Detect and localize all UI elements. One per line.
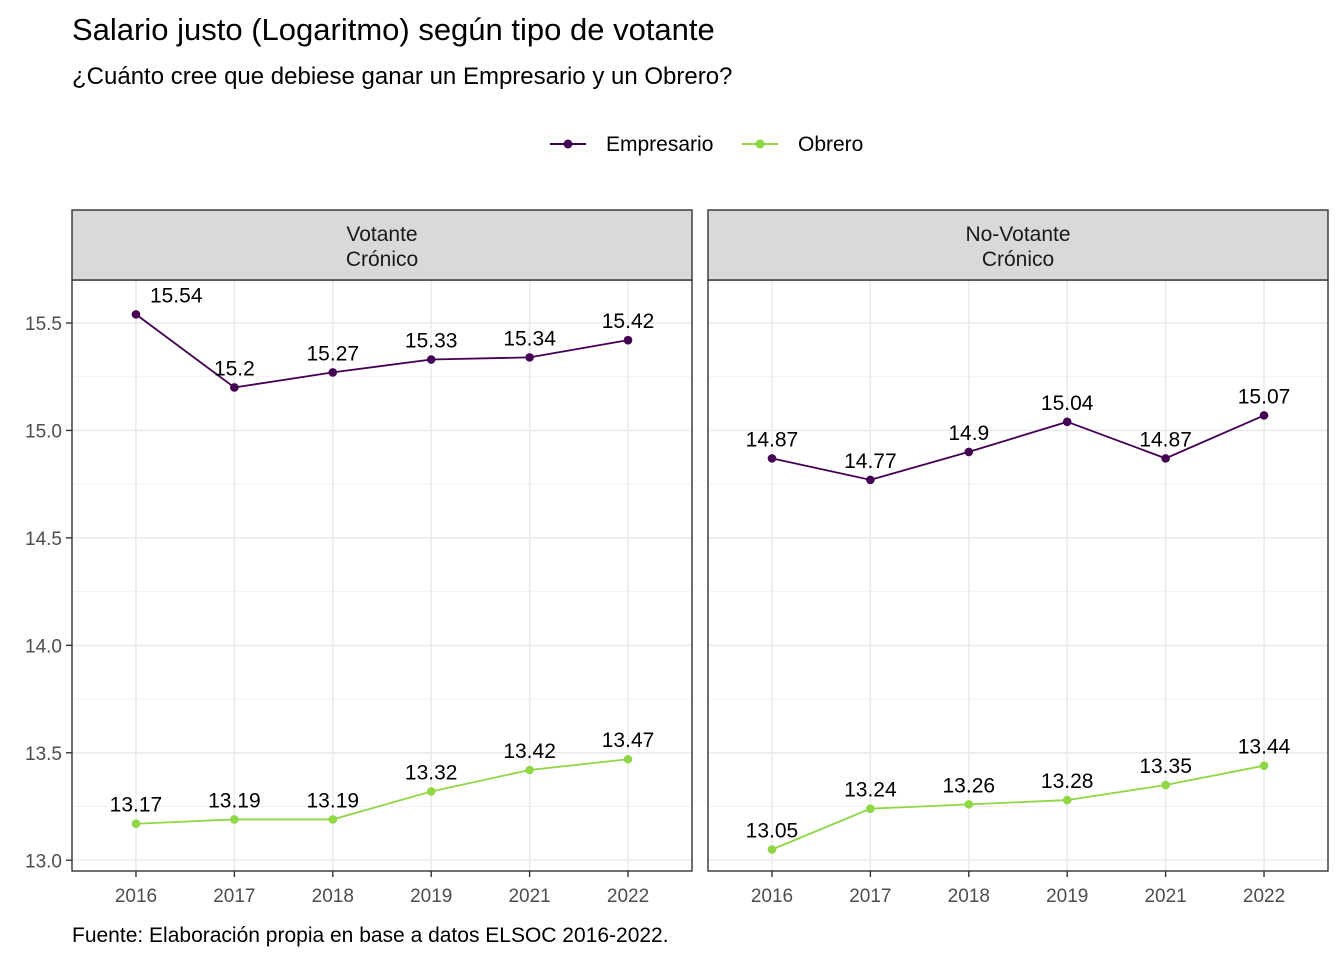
x-tick-label: 2021 [508,886,550,907]
facet-panel-2: 14.87 14.77 14.9 15.04 14.87 15.07 13.05 13.24 1… [707,209,1329,907]
x-tick-label: 2019 [410,886,452,907]
data-label-empresario: 15.2 [214,357,255,380]
facet-strip [707,209,1329,281]
x-tick-label: 2017 [213,886,255,907]
data-label-obrero: 13.17 [110,794,163,817]
series-line-empresario [771,414,1265,481]
data-label-empresario: 14.9 [948,422,989,445]
data-point-obrero [1161,780,1170,790]
series-line-obrero [771,764,1265,851]
series-line-empresario [135,313,629,389]
data-label-empresario: 15.42 [602,310,655,333]
facet-strip-label: Crónico [982,248,1054,271]
x-tick-label: 2018 [312,886,354,907]
chart-title: Salario justo (Logaritmo) según tipo de … [72,12,715,47]
chart-caption: Fuente: Elaboración propia en base a dat… [72,924,669,947]
data-label-obrero: 13.24 [844,779,897,802]
legend-key-point-obrero [755,139,765,149]
data-point-obrero [767,845,777,854]
data-point-obrero [1062,795,1072,805]
data-point-empresario [866,475,875,485]
data-label-obrero: 13.32 [405,761,458,784]
data-point-obrero [426,787,436,796]
data-point-obrero [131,819,141,829]
data-label-empresario: 14.87 [1139,428,1192,451]
data-point-empresario [525,353,534,362]
data-point-empresario [328,368,338,377]
data-point-obrero [964,800,974,809]
data-point-empresario [230,383,239,392]
data-point-empresario [1259,411,1269,420]
y-tick-label: 14.0 [25,636,62,657]
facet-strip-label: Votante [346,223,417,246]
data-label-obrero: 13.35 [1139,755,1192,778]
y-tick-label: 14.5 [25,529,62,550]
x-tick-label: 2018 [948,886,990,907]
data-point-obrero [525,765,534,775]
data-label-obrero: 13.28 [1041,770,1094,793]
panel-background [72,280,692,871]
facet-strip [71,209,693,281]
y-tick-label: 13.5 [25,744,62,765]
legend: Empresario Obrero [550,133,863,156]
data-label-empresario: 15.54 [150,284,203,307]
legend-label-empresario: Empresario [606,133,713,156]
data-label-empresario: 15.07 [1238,385,1291,408]
data-label-obrero: 13.47 [602,729,655,752]
data-point-empresario [131,310,141,319]
data-label-obrero: 13.19 [208,789,261,812]
data-point-obrero [623,754,633,764]
data-label-obrero: 13.44 [1238,736,1291,759]
facet-strip-label: No-Votante [965,223,1070,246]
legend-label-obrero: Obrero [798,133,863,156]
panel-background [708,280,1328,871]
series-line-obrero [135,758,629,825]
x-tick-label: 2022 [1243,886,1285,907]
y-tick-label: 15.5 [25,314,62,335]
data-label-obrero: 13.26 [943,774,996,797]
data-label-empresario: 15.27 [307,342,360,365]
data-label-empresario: 14.77 [844,450,897,473]
data-point-empresario [623,335,633,345]
data-label-empresario: 15.33 [405,330,458,353]
data-point-empresario [1161,454,1170,463]
data-point-empresario [964,447,974,457]
legend-key-point-empresario [563,139,573,149]
data-label-obrero: 13.42 [503,740,556,763]
data-point-obrero [866,804,875,813]
facet-panels: 15.54 15.2 15.27 15.33 15.34 15.42 13.17 13.19 1… [25,209,1329,907]
data-label-empresario: 15.34 [503,327,556,350]
data-point-empresario [426,355,436,364]
x-tick-label: 2021 [1144,886,1186,907]
y-tick-label: 15.0 [25,421,62,442]
chart-subtitle: ¿Cuánto cree que debiese ganar un Empres… [72,63,732,90]
data-point-obrero [1259,761,1269,770]
facet-strip-label: Crónico [346,248,418,271]
x-tick-label: 2016 [115,886,157,907]
data-point-obrero [328,815,338,824]
y-tick-label: 13.0 [25,851,62,872]
data-label-empresario: 15.04 [1041,392,1094,415]
x-tick-label: 2019 [1046,886,1088,907]
data-point-empresario [1062,417,1072,427]
x-tick-label: 2022 [607,886,649,907]
x-tick-label: 2016 [751,886,793,907]
data-point-obrero [230,815,239,824]
x-tick-label: 2017 [849,886,891,907]
data-label-obrero: 13.19 [307,789,360,812]
data-label-obrero: 13.05 [746,820,799,843]
facet-panel-1: 15.54 15.2 15.27 15.33 15.34 15.42 13.17 13.19 1… [25,209,693,907]
data-label-empresario: 14.87 [746,428,799,451]
data-point-empresario [767,454,777,463]
